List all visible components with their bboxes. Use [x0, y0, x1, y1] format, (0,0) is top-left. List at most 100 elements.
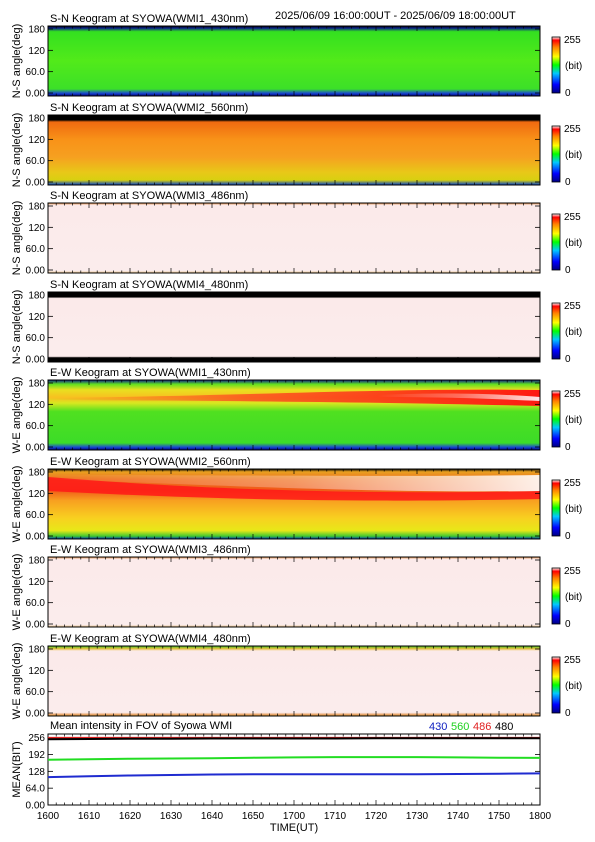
- y-tick-label: 120: [28, 135, 45, 146]
- x-tick-label: 1600: [37, 811, 60, 822]
- aurora-band-core: [48, 475, 540, 492]
- y-tick-label: 60.0: [26, 421, 46, 432]
- panel-title: S-N Keogram at SYOWA(WMI3_486nm): [50, 190, 248, 202]
- y-tick-label: 120: [28, 666, 45, 677]
- aurora-band: [48, 389, 540, 406]
- y-tick-label: 180: [28, 202, 45, 213]
- y-tick-label: 128: [28, 767, 45, 778]
- y-tick-label: 0.00: [26, 355, 46, 366]
- mean-intensity-panel: Mean intensity in FOV of Syowa WMI 430 560…: [11, 720, 552, 834]
- keogram-panel-1: S-N Keogram at SYOWA(WMI1_430nm) 180 120 60…: [11, 13, 582, 100]
- y-tick-label: 60.0: [26, 156, 46, 167]
- keogram-panel-3: S-N Keogram at SYOWA(WMI3_486nm) 180 120 60…: [11, 190, 582, 277]
- y-tick-label: 120: [28, 400, 45, 411]
- colorbar: [551, 213, 561, 271]
- y-axis-label: N-S angle(deg): [11, 201, 23, 276]
- y-axis-label: MEAN(BIT): [11, 741, 23, 797]
- y-axis-label: N-S angle(deg): [11, 290, 23, 365]
- y-axis-label: N-S angle(deg): [11, 24, 23, 99]
- colorbar: [551, 36, 561, 94]
- panel-title: E-W Keogram at SYOWA(WMI3_486nm): [50, 544, 251, 556]
- keogram-panel-7: E-W Keogram at SYOWA(WMI3_486nm) 180 120 60…: [11, 544, 582, 631]
- panel-title: S-N Keogram at SYOWA(WMI2_560nm): [50, 102, 248, 114]
- y-tick-label: 180: [28, 468, 45, 479]
- colorbar-unit-label: (bit): [565, 592, 582, 603]
- x-tick-label: 1640: [201, 811, 224, 822]
- legend-entry-560: 560: [451, 721, 469, 733]
- y-axis-label: W-E angle(deg): [11, 377, 23, 454]
- keogram-heatmap: [48, 557, 540, 627]
- y-tick-label: 60.0: [26, 687, 46, 698]
- colorbar-min-label: 0: [565, 619, 571, 630]
- x-tick-label: 1720: [365, 811, 388, 822]
- keogram-panel-2: S-N Keogram at SYOWA(WMI2_560nm) 180 120 60…: [11, 102, 582, 189]
- line-plot-area: [47, 733, 541, 806]
- y-axis-label: W-E angle(deg): [11, 466, 23, 543]
- y-tick-label: 180: [28, 291, 45, 302]
- y-tick-label: 60.0: [26, 244, 46, 255]
- y-tick-label: 0.00: [26, 801, 46, 812]
- y-tick-label: 120: [28, 312, 45, 323]
- time-range: 2025/06/09 16:00:00UT - 2025/06/09 18:00…: [275, 10, 516, 22]
- y-tick-label: 64.0: [26, 784, 46, 795]
- panel-title: E-W Keogram at SYOWA(WMI4_480nm): [50, 633, 251, 645]
- colorbar-min-label: 0: [565, 88, 571, 99]
- x-tick-label: 1650: [242, 811, 265, 822]
- y-tick-label: 60.0: [26, 598, 46, 609]
- y-tick-label: 60.0: [26, 67, 46, 78]
- keogram-panel-6: E-W Keogram at SYOWA(WMI2_560nm) 180 120 60…: [11, 456, 582, 543]
- colorbar-max-label: 255: [564, 389, 581, 400]
- colorbar-max-label: 255: [564, 35, 581, 46]
- colorbar-min-label: 0: [565, 265, 571, 276]
- x-tick-label: 1740: [447, 811, 470, 822]
- colorbar-max-label: 255: [564, 566, 581, 577]
- aurora-band-core: [378, 393, 540, 401]
- x-tick-label: 1750: [488, 811, 511, 822]
- x-tick-label: 1610: [78, 811, 101, 822]
- colorbar-max-label: 255: [564, 124, 581, 135]
- keogram-heatmap: [48, 646, 540, 716]
- y-tick-label: 180: [28, 379, 45, 390]
- y-tick-label: 0.00: [26, 89, 46, 100]
- colorbar-min-label: 0: [565, 442, 571, 453]
- colorbar-unit-label: (bit): [565, 681, 582, 692]
- y-tick-label: 180: [28, 114, 45, 125]
- y-tick-label: 0.00: [26, 709, 46, 720]
- y-tick-label: 0.00: [26, 443, 46, 454]
- y-axis-label: W-E angle(deg): [11, 554, 23, 631]
- colorbar: [551, 302, 561, 360]
- y-tick-label: 180: [28, 25, 45, 36]
- colorbar: [551, 125, 561, 183]
- y-axis-label: W-E angle(deg): [11, 643, 23, 720]
- y-tick-label: 60.0: [26, 510, 46, 521]
- colorbar-unit-label: (bit): [565, 415, 582, 426]
- colorbar-max-label: 255: [564, 301, 581, 312]
- x-tick-label: 1730: [406, 811, 429, 822]
- colorbar-max-label: 255: [564, 655, 581, 666]
- y-tick-label: 256: [28, 733, 45, 744]
- y-tick-label: 120: [28, 489, 45, 500]
- x-tick-label: 1700: [283, 811, 306, 822]
- x-axis-label: TIME(UT): [270, 822, 318, 834]
- panel-title: S-N Keogram at SYOWA(WMI4_480nm): [50, 279, 248, 291]
- colorbar: [551, 479, 561, 537]
- colorbar-min-label: 0: [565, 354, 571, 365]
- series-line-430: [47, 772, 541, 779]
- series-line-560: [47, 756, 541, 761]
- colorbar-min-label: 0: [565, 708, 571, 719]
- keogram-panel-4: S-N Keogram at SYOWA(WMI4_480nm) 180 120 60…: [11, 279, 582, 366]
- keogram-panel-5: E-W Keogram at SYOWA(WMI1_430nm) 180 120 60…: [11, 367, 582, 454]
- keogram-heatmap: [48, 115, 540, 185]
- y-tick-label: 0.00: [26, 532, 46, 543]
- colorbar-unit-label: (bit): [565, 327, 582, 338]
- x-tick-label: 1710: [324, 811, 347, 822]
- colorbar-unit-label: (bit): [565, 150, 582, 161]
- series-line-480: [47, 737, 540, 741]
- colorbar: [551, 390, 561, 448]
- y-tick-label: 0.00: [26, 266, 46, 277]
- colorbar-unit-label: (bit): [565, 504, 582, 515]
- panel-title: Mean intensity in FOV of Syowa WMI: [50, 720, 232, 732]
- x-tick-label: 1800: [529, 811, 552, 822]
- y-tick-label: 0.00: [26, 178, 46, 189]
